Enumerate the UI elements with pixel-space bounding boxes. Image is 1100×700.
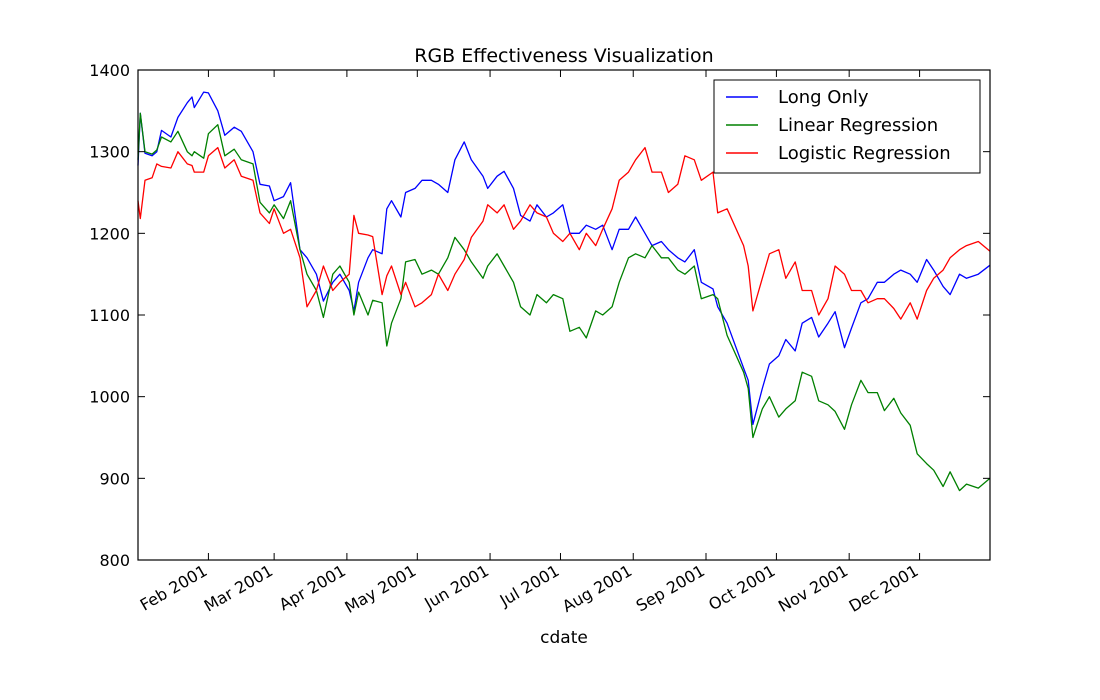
series-lines (137, 91, 991, 492)
y-tick-label: 1400 (89, 61, 130, 80)
x-tick-label: Apr 2001 (276, 561, 349, 614)
legend-label-1: Linear Regression (778, 115, 938, 136)
y-tick-label: 1200 (89, 224, 130, 243)
x-tick-label: Oct 2001 (705, 561, 778, 614)
series-line-2 (137, 146, 991, 320)
legend-label-2: Logistic Regression (778, 143, 951, 164)
chart-title: RGB Effectiveness Visualization (414, 45, 713, 67)
y-axis: 800 900 1000 1100 1200 1300 1400 (89, 61, 990, 570)
legend: Long Only Linear Regression Logistic Regre… (713, 79, 981, 174)
x-axis-title: cdate (540, 628, 588, 648)
y-tick-label: 1100 (89, 306, 130, 325)
y-tick-label: 1000 (89, 388, 130, 407)
x-tick-label: Jul 2001 (496, 561, 563, 611)
x-tick-label: Dec 2001 (846, 561, 922, 616)
x-tick-label: Jun 2001 (420, 561, 492, 613)
legend-label-0: Long Only (778, 87, 869, 108)
y-tick-label: 1300 (89, 143, 130, 162)
y-tick-label: 800 (99, 551, 130, 570)
x-tick-label: Aug 2001 (559, 561, 635, 616)
y-tick-label: 900 (99, 469, 130, 488)
x-tick-label: May 2001 (341, 561, 419, 617)
x-tick-label: Nov 2001 (775, 561, 851, 616)
x-tick-label: Feb 2001 (137, 561, 211, 615)
legend-frame (713, 79, 981, 174)
series-line-0 (137, 91, 991, 426)
series-line-1 (137, 112, 991, 492)
x-tick-label: Mar 2001 (201, 561, 276, 615)
x-tick-label: Sep 2001 (633, 561, 708, 615)
